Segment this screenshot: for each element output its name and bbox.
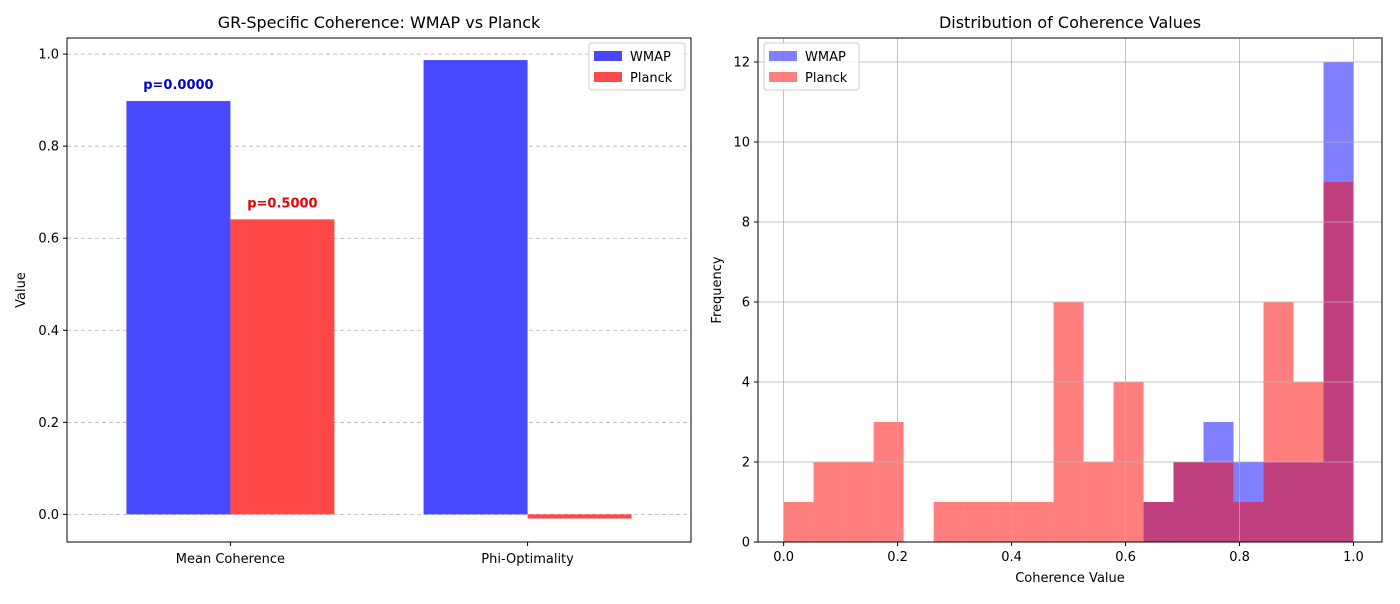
histogram-x-tick-label: 1.0 [1343, 550, 1364, 565]
histogram-y-tick-label: 2 [742, 456, 750, 471]
hist-bin-planck [1173, 462, 1204, 542]
bar-chart-annotations: p=0.0000 p=0.5000 [143, 78, 317, 211]
legend-swatch-wmap [594, 51, 622, 61]
histogram-bins [783, 62, 1354, 542]
histogram-axes-frame [757, 37, 1383, 543]
hist-bin-planck [1083, 462, 1114, 542]
histogram-ticks: 0.0 0.2 0.4 0.6 0.8 1.0 0 2 4 6 8 10 12 [733, 56, 1363, 566]
coherence-histogram: 0.0 0.2 0.4 0.6 0.8 1.0 0 2 4 6 8 10 12 Distribution… [710, 13, 1383, 586]
p-value-annotation: p=0.5000 [247, 196, 317, 211]
histogram-y-tick-label: 0 [742, 536, 750, 551]
histogram-x-tick-label: 0.4 [1001, 550, 1022, 565]
hist-bin-planck [993, 502, 1024, 542]
bar-chart-y-tick-label: 0.8 [38, 140, 59, 155]
bar-chart-y-tick-label: 0.6 [38, 232, 59, 247]
legend-label-wmap: WMAP [630, 50, 671, 65]
hist-bin-planck [1053, 302, 1084, 542]
bar-chart-y-tick-label: 1.0 [38, 48, 59, 63]
hist-bin-planck [813, 462, 844, 542]
histogram-y-tick-label: 12 [733, 56, 750, 71]
hist-bin-planck [963, 502, 994, 542]
bar-chart-axes-frame [66, 37, 692, 543]
hist-bin-planck [873, 422, 904, 542]
bar-chart-x-tick-label: Phi-Optimality [481, 552, 574, 567]
bar-chart-x-tick-label: Mean Coherence [176, 552, 285, 567]
legend-label-wmap: WMAP [805, 50, 846, 65]
bar-planck-mean-coherence [230, 219, 335, 515]
bar-planck-phi-optimality [527, 514, 632, 519]
hist-bin-planck [1203, 462, 1234, 542]
histogram-title: Distribution of Coherence Values [939, 13, 1201, 32]
bar-chart-y-axis-label: Value [14, 272, 29, 308]
bar-wmap-mean-coherence [126, 101, 231, 515]
histogram-x-tick-label: 0.0 [773, 550, 794, 565]
hist-bin-planck [933, 502, 964, 542]
bar-chart-legend: WMAP Planck [588, 42, 686, 91]
histogram-legend: WMAP Planck [763, 42, 860, 91]
hist-bin-planck [843, 462, 874, 542]
hist-bin-planck [1023, 502, 1054, 542]
histogram-x-tick-label: 0.2 [887, 550, 908, 565]
legend-label-planck: Planck [805, 71, 848, 86]
legend-swatch-planck [769, 72, 797, 82]
histogram-y-tick-label: 6 [742, 296, 750, 311]
coherence-bar-chart: 0.0 0.2 0.4 0.6 0.8 1.0 Mean Coherence Phi-Opti… [14, 13, 692, 567]
bar-chart-y-tick-label: 0.2 [38, 416, 59, 431]
bar-chart-y-tick-label: 0.0 [38, 508, 59, 523]
hist-bin-planck [1263, 302, 1294, 542]
histogram-y-tick-label: 4 [742, 376, 750, 391]
hist-bin-planck [1323, 182, 1354, 542]
bar-wmap-phi-optimality [423, 60, 528, 515]
bar-chart-y-tick-label: 0.4 [38, 324, 59, 339]
hist-bin-planck [783, 502, 814, 542]
histogram-y-tick-label: 10 [733, 136, 750, 151]
histogram-y-axis-label: Frequency [710, 256, 725, 323]
legend-swatch-planck [594, 72, 622, 82]
histogram-x-axis-label: Coherence Value [1015, 571, 1125, 586]
legend-label-planck: Planck [630, 71, 673, 86]
hist-bin-planck [1233, 502, 1264, 542]
histogram-x-tick-label: 0.8 [1229, 550, 1250, 565]
hist-bin-planck [1143, 502, 1174, 542]
histogram-y-tick-label: 8 [742, 216, 750, 231]
histogram-grid-overlay [758, 38, 1382, 543]
histogram-x-tick-label: 0.6 [1115, 550, 1136, 565]
bar-chart-ticks: 0.0 0.2 0.4 0.6 0.8 1.0 Mean Coherence Phi-Opti… [38, 48, 574, 567]
bar-chart-title: GR-Specific Coherence: WMAP vs Planck [218, 13, 541, 32]
p-value-annotation: p=0.0000 [143, 78, 213, 93]
legend-swatch-wmap [769, 51, 797, 61]
bar-chart-bars [126, 60, 632, 519]
